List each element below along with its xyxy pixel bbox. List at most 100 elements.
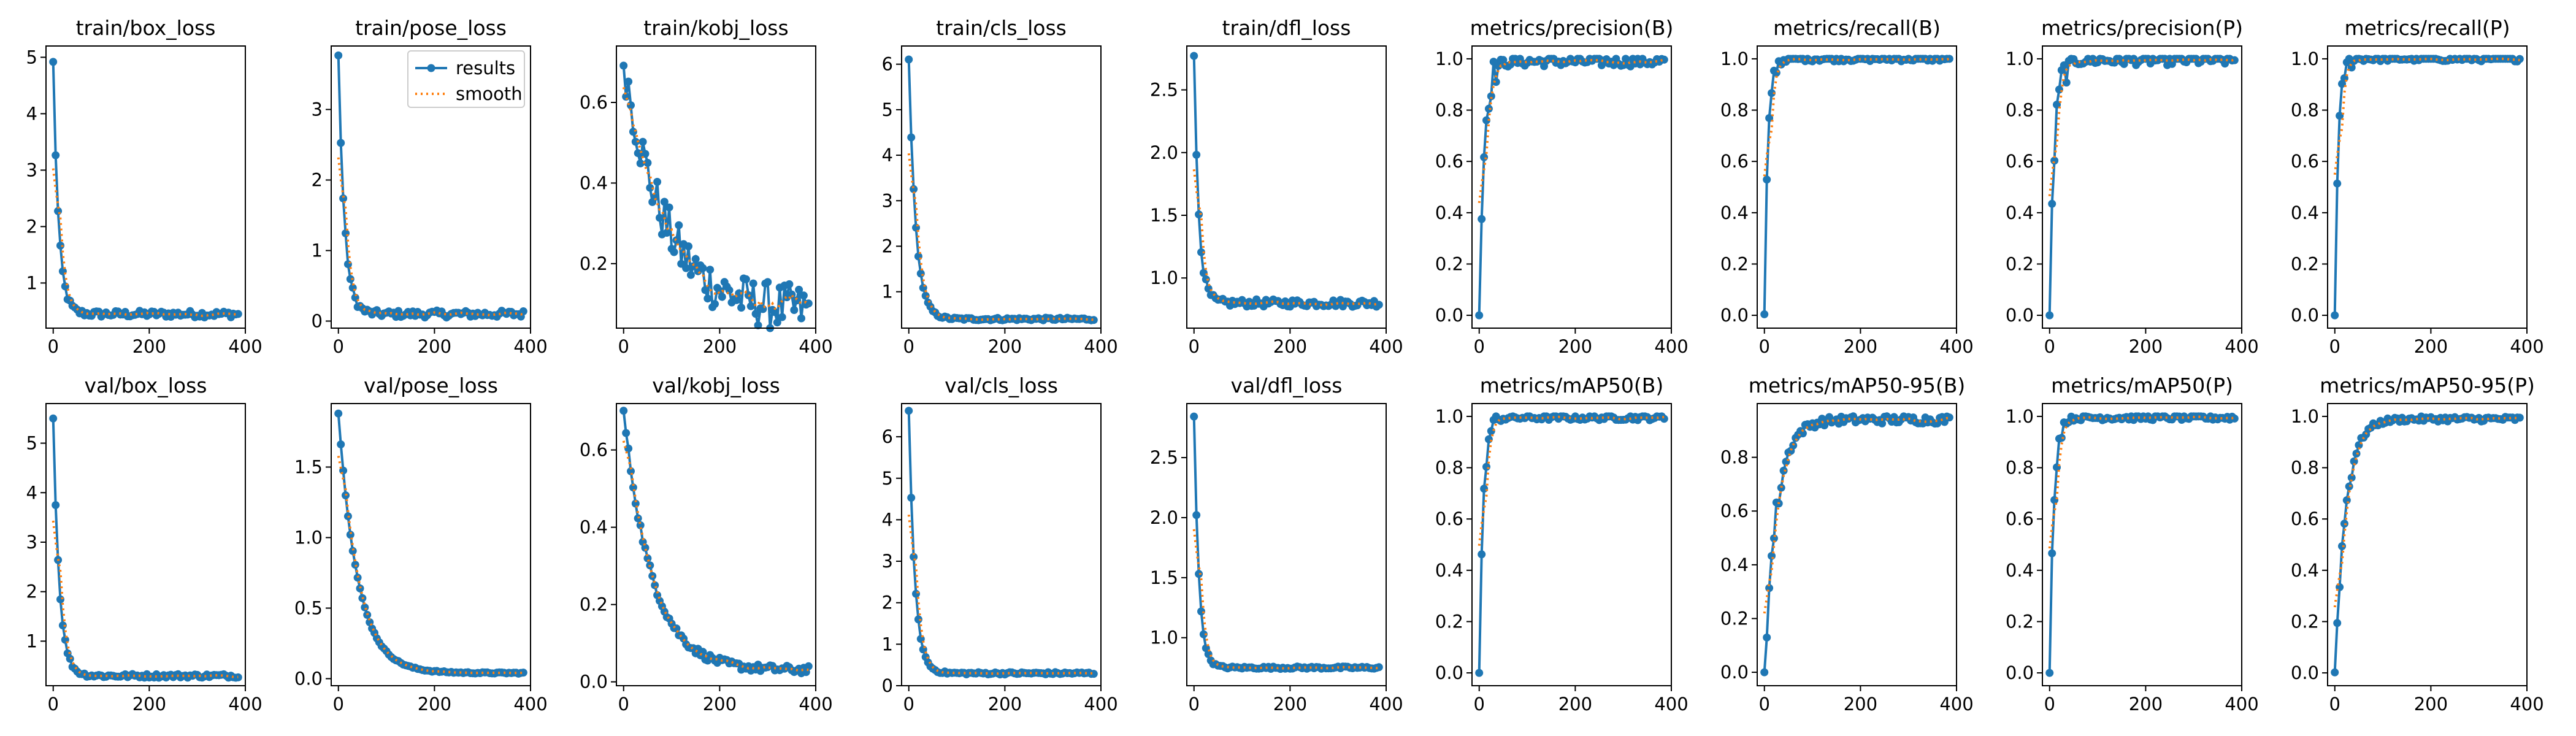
results-point: [1475, 311, 1484, 320]
x-tick-label: 400: [1939, 694, 1973, 715]
results-point: [641, 150, 650, 158]
x-tick-label: 400: [513, 694, 547, 715]
results-point: [1195, 210, 1203, 219]
subplot-title: val/cls_loss: [945, 374, 1058, 397]
results-point: [684, 242, 692, 251]
results-point: [699, 264, 707, 272]
results-point: [1197, 248, 1205, 256]
subplot-val-box-loss: val/box_loss 0 200 400 1 2 3 4 5: [26, 374, 263, 715]
y-tick-label: 0.4: [580, 517, 608, 538]
results-point: [1763, 175, 1771, 184]
subplot-metrics-precision-b-: metrics/precision(B) 0 200 400 0.0 0.2 0.4 0.6 0…: [1435, 16, 1689, 357]
results-point: [686, 270, 695, 279]
results-line: [2333, 413, 2520, 673]
results-point: [1760, 310, 1769, 318]
legend-results-label: results: [456, 58, 515, 79]
x-tick-label: 400: [1084, 694, 1117, 715]
results-point: [653, 178, 662, 186]
results-point: [58, 621, 67, 630]
results-point: [905, 55, 913, 64]
axes-frame: [901, 45, 1102, 329]
x-tick-label: 200: [132, 694, 166, 715]
y-tick-label: 3: [882, 551, 893, 572]
results-point: [754, 321, 762, 329]
results-point: [907, 133, 916, 142]
axes-frame: [2327, 45, 2528, 329]
results-point: [660, 197, 669, 206]
x-tick-label: 0: [2329, 336, 2340, 357]
y-tick-label: 1.5: [294, 457, 323, 478]
x-tick-label: 400: [2510, 694, 2543, 715]
subplot-train-kobj-loss: train/kobj_loss 0 200 400 0.2 0.4 0.6: [580, 16, 833, 357]
y-tick-label: 0.2: [580, 253, 608, 274]
results-point: [2230, 414, 2239, 423]
results-point: [912, 589, 920, 598]
results-point: [1772, 69, 1781, 77]
y-tick-label: 1.0: [1150, 627, 1178, 648]
y-tick-label: 1.0: [2006, 406, 2034, 427]
subplot-title: metrics/mAP50-95(P): [2320, 374, 2535, 397]
x-tick-label: 400: [1369, 694, 1403, 715]
results-point: [339, 194, 348, 202]
smooth-line: [2048, 415, 2235, 549]
y-tick-label: 0.6: [1435, 151, 1463, 172]
y-tick-label: 1: [26, 272, 37, 293]
results-point: [56, 241, 64, 250]
results-point: [2338, 542, 2346, 550]
y-tick-label: 2.0: [1150, 507, 1178, 528]
results-point: [1482, 116, 1490, 125]
subplot-title: train/cls_loss: [936, 16, 1067, 40]
y-tick-label: 0.6: [1720, 151, 1749, 172]
subplot-title: metrics/mAP50(B): [1480, 374, 1664, 397]
legend-smooth-label: smooth: [456, 83, 523, 104]
x-tick-label: 400: [2225, 336, 2258, 357]
x-tick-label: 200: [1844, 694, 1877, 715]
results-line: [907, 410, 1094, 677]
results-point: [701, 286, 710, 294]
y-tick-label: 0.2: [2006, 611, 2034, 632]
subplot-train-box-loss: train/box_loss 0 200 400 1 2 3 4 5: [26, 16, 263, 357]
axes-frame: [1757, 45, 1957, 329]
results-point: [1478, 550, 1486, 559]
x-tick-label: 0: [903, 336, 914, 357]
axes-frame: [1471, 45, 1672, 329]
results-point: [1480, 153, 1489, 161]
results-point: [2050, 156, 2059, 165]
results-point: [725, 286, 734, 294]
x-tick-label: 200: [418, 694, 451, 715]
smooth-line: [1192, 529, 1379, 670]
axes-frame: [331, 403, 531, 686]
results-point: [675, 221, 683, 229]
results-point: [682, 264, 691, 272]
y-tick-label: 0.8: [1720, 100, 1749, 121]
x-tick-label: 0: [2044, 694, 2055, 715]
results-point: [2050, 496, 2059, 504]
y-tick-label: 4: [26, 482, 37, 503]
y-tick-label: 5: [26, 433, 37, 454]
y-tick-label: 0.5: [294, 598, 323, 619]
y-tick-label: 0.8: [2291, 458, 2319, 478]
results-point: [1374, 301, 1383, 309]
subplot-title: metrics/recall(P): [2344, 16, 2510, 40]
y-tick-label: 0.0: [2291, 305, 2319, 326]
y-tick-label: 2.5: [1150, 447, 1178, 468]
results-point: [337, 440, 345, 448]
y-tick-label: 0.4: [2006, 560, 2034, 581]
results-point: [804, 662, 813, 670]
axes-frame: [1186, 45, 1387, 329]
subplot-train-cls-loss: train/cls_loss 0 200 400 1 2 3 4 5 6: [882, 16, 1118, 357]
results-point: [2045, 311, 2054, 320]
y-tick-label: 3: [312, 99, 323, 120]
results-point: [797, 314, 805, 323]
axes-frame: [1471, 403, 1672, 686]
y-tick-label: 4: [882, 145, 893, 166]
results-point: [49, 58, 58, 66]
results-line: [1192, 416, 1379, 671]
smooth-line: [1192, 169, 1379, 307]
x-tick-label: 200: [1558, 336, 1592, 357]
results-point: [670, 248, 678, 256]
x-tick-label: 200: [1273, 694, 1307, 715]
subplot-title: train/pose_loss: [355, 16, 507, 40]
